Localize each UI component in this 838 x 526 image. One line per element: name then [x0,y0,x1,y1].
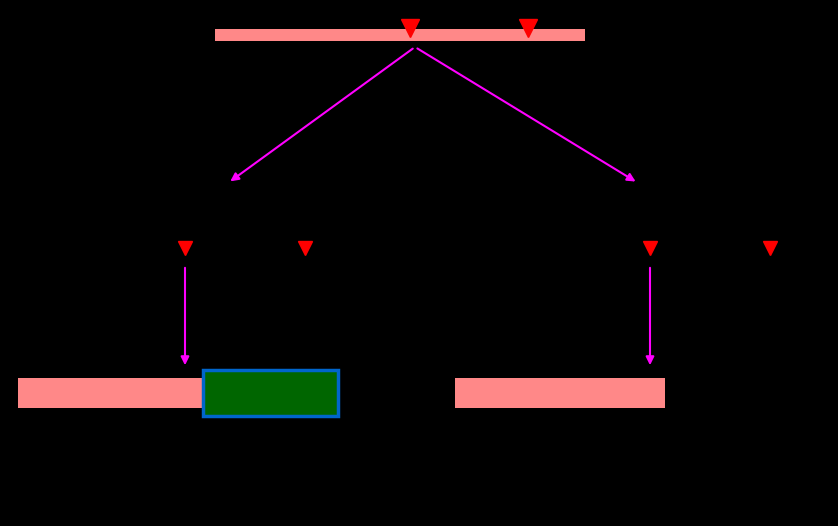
Bar [203,370,338,416]
Bar [18,378,203,408]
Bar [455,378,665,408]
Bar [215,29,585,41]
